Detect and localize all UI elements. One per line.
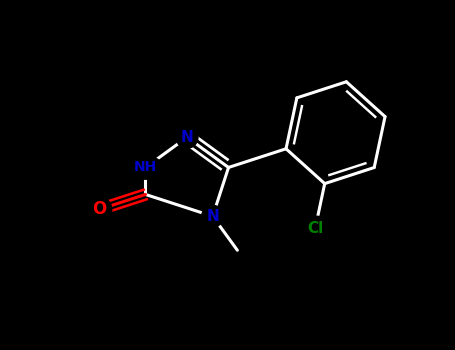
Ellipse shape: [176, 126, 198, 148]
Ellipse shape: [129, 156, 162, 179]
Text: N: N: [181, 130, 193, 145]
Ellipse shape: [202, 205, 223, 227]
Text: N: N: [206, 209, 219, 224]
Text: O: O: [92, 201, 106, 218]
Ellipse shape: [86, 197, 112, 222]
Text: NH: NH: [134, 160, 157, 174]
Text: Cl: Cl: [307, 221, 323, 236]
Ellipse shape: [297, 216, 334, 242]
